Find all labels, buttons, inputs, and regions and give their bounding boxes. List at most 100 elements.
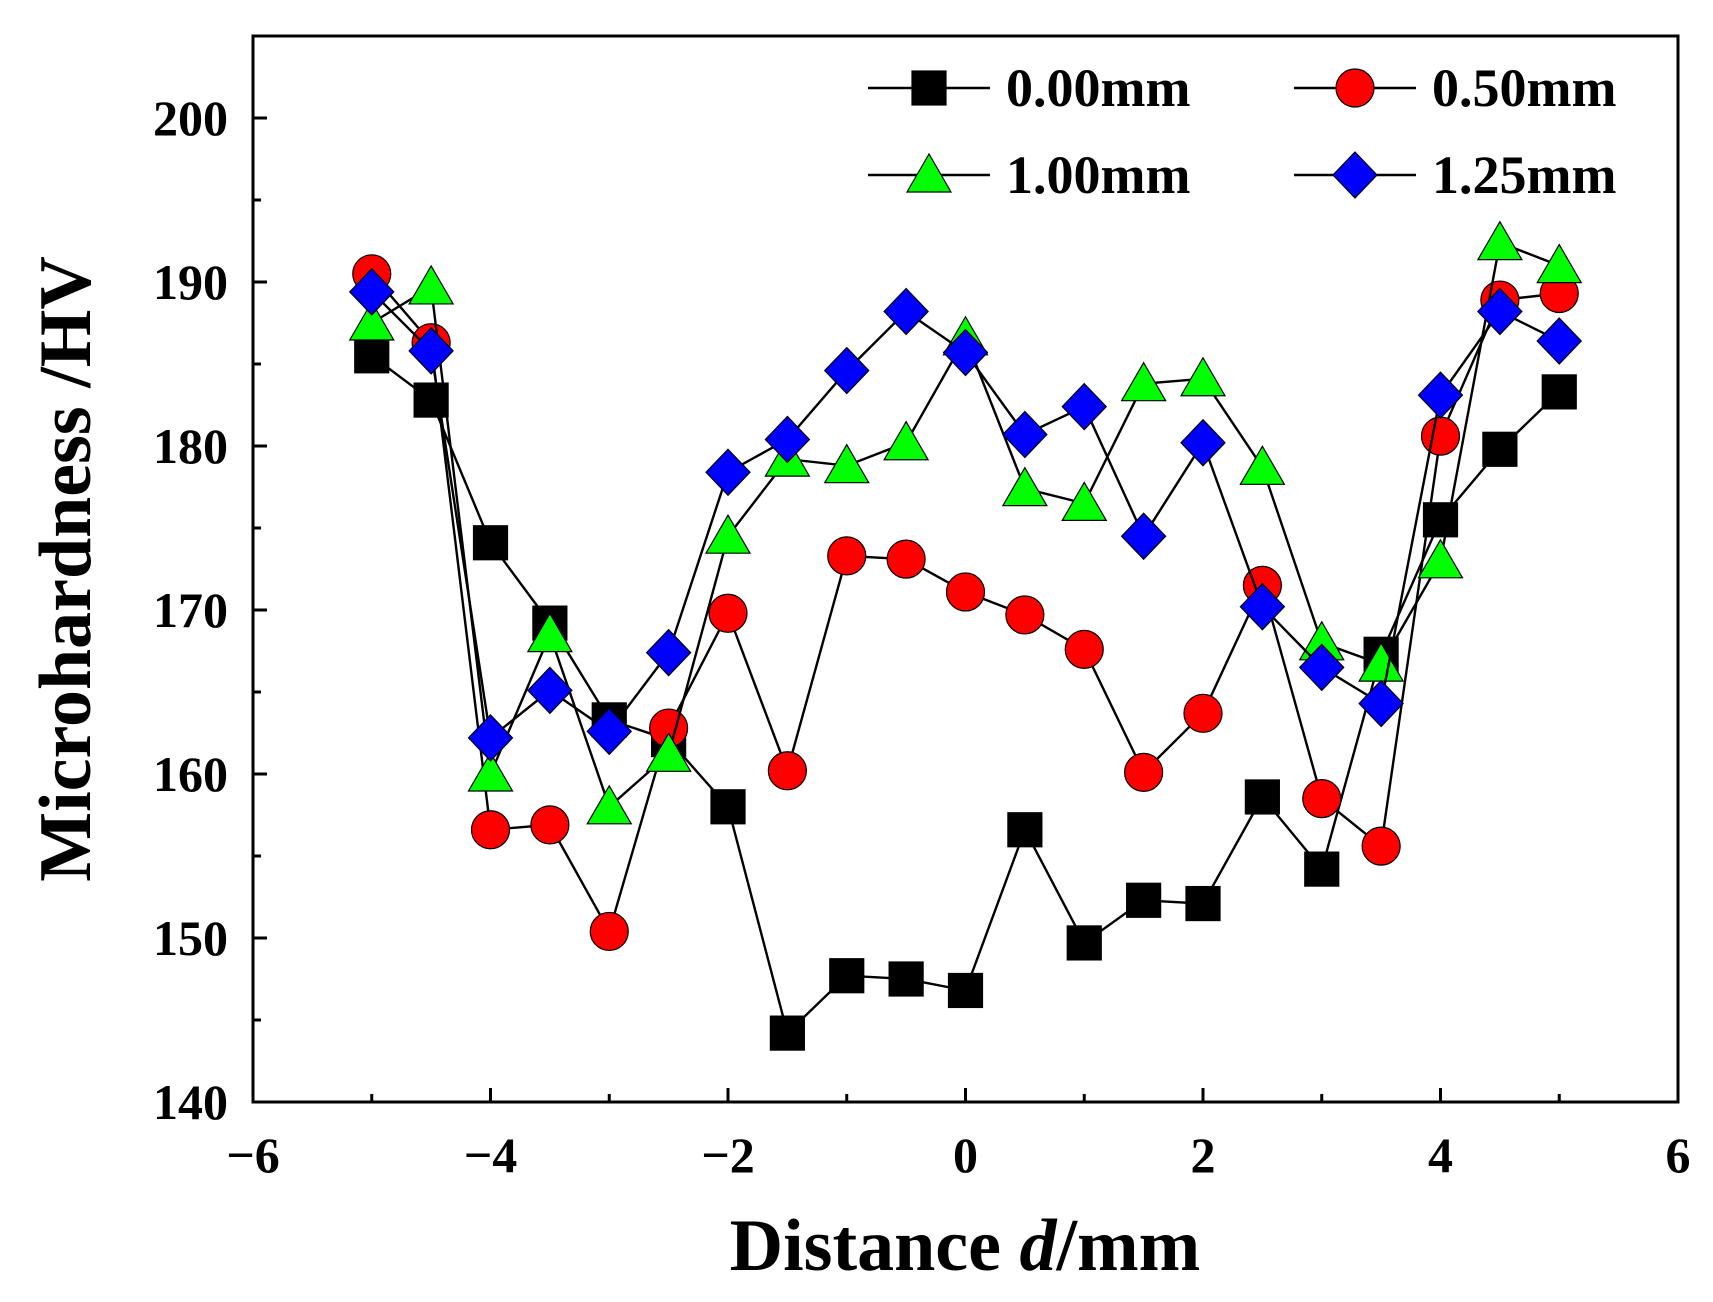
legend-label: 0.50mm	[1432, 58, 1616, 118]
legend-item-1.00mm: 1.00mm	[868, 145, 1190, 205]
data-point	[1541, 374, 1577, 410]
data-point	[348, 267, 395, 316]
data-point	[645, 628, 692, 677]
x-tick-label: 6	[1666, 1127, 1691, 1183]
data-point	[1185, 885, 1221, 922]
data-point	[467, 714, 514, 762]
data-point	[1420, 416, 1461, 456]
data-point	[1477, 287, 1523, 336]
data-point	[586, 784, 633, 825]
data-point	[467, 751, 514, 792]
data-point	[1417, 538, 1464, 579]
y-tick-label: 150	[153, 910, 228, 966]
data-point	[823, 346, 870, 395]
data-point	[1120, 512, 1167, 561]
legend-item-0.50mm: 0.50mm	[1294, 58, 1616, 118]
data-point	[1180, 418, 1226, 467]
legend-label: 1.00mm	[1006, 145, 1190, 205]
data-point	[764, 415, 811, 464]
data-point	[586, 707, 633, 756]
legend: 0.00mm 0.50mm 1.00mm 1.25mm	[868, 58, 1616, 205]
data-point	[1064, 629, 1104, 669]
x-tick-label: 2	[1191, 1127, 1216, 1183]
data-point	[883, 420, 930, 461]
axis-ticks: −6 −4 −2 0 2 4 6 140 150 160 170 180 190 200	[153, 90, 1691, 1183]
data-point	[408, 264, 455, 305]
x-axis-title: Distance d/mm	[730, 1205, 1201, 1287]
data-point	[530, 805, 570, 845]
y-tick-label: 180	[153, 418, 228, 474]
data-point	[1304, 851, 1340, 887]
data-point	[942, 328, 989, 377]
data-point	[1179, 356, 1227, 397]
data-point	[827, 536, 867, 576]
series-0.50mm	[352, 254, 1579, 952]
data-point	[1302, 778, 1342, 819]
x-tick-label: 4	[1428, 1127, 1453, 1183]
data-point	[823, 443, 870, 484]
data-point	[704, 514, 752, 554]
legend-label: 0.00mm	[1006, 58, 1190, 118]
data-point	[1536, 317, 1583, 365]
x-tick-label: −6	[226, 1127, 280, 1183]
data-point	[1298, 643, 1345, 692]
series-1.25mm	[348, 267, 1583, 762]
data-point	[1002, 410, 1048, 459]
data-point	[1061, 382, 1108, 431]
data-point	[888, 961, 924, 997]
y-tick-label: 140	[153, 1074, 228, 1130]
y-tick-label: 170	[153, 582, 228, 638]
data-point	[1126, 882, 1162, 918]
data-point	[348, 300, 395, 341]
data-point	[1120, 361, 1167, 402]
data-point	[1183, 693, 1223, 733]
data-point	[769, 1015, 805, 1051]
data-point	[1358, 679, 1404, 728]
data-point	[767, 751, 807, 791]
data-point	[1005, 595, 1045, 635]
legend-marker	[1332, 151, 1378, 199]
data-point	[1417, 371, 1464, 420]
data-point	[470, 810, 511, 850]
data-point	[947, 972, 984, 1009]
data-point	[472, 525, 509, 561]
data-point	[1361, 826, 1401, 866]
data-point	[413, 382, 449, 418]
y-tick-label: 190	[153, 254, 228, 310]
data-point	[708, 593, 748, 633]
data-point	[527, 666, 573, 715]
legend-marker	[905, 152, 953, 193]
data-point	[1239, 445, 1286, 485]
y-axis-title: Microhardness /HV	[25, 256, 107, 882]
data-point	[589, 911, 629, 952]
data-point	[710, 789, 746, 825]
data-point	[526, 612, 573, 653]
data-point	[1061, 481, 1108, 522]
data-point	[883, 287, 929, 336]
data-point	[945, 572, 986, 612]
legend-item-1.25mm: 1.25mm	[1294, 145, 1616, 205]
data-point	[1476, 220, 1523, 261]
data-point	[1001, 466, 1048, 507]
y-tick-label: 160	[153, 746, 228, 802]
data-point	[1066, 925, 1102, 961]
data-point	[1244, 779, 1280, 815]
data-point	[1007, 812, 1043, 848]
series-layer	[348, 220, 1583, 1051]
data-point	[645, 732, 692, 772]
x-tick-label: −2	[701, 1127, 755, 1183]
data-point	[829, 958, 865, 994]
legend-label: 1.25mm	[1432, 145, 1616, 205]
legend-marker	[1335, 68, 1375, 108]
data-point	[1124, 752, 1164, 792]
y-tick-label: 200	[153, 90, 228, 146]
data-point	[886, 539, 926, 579]
legend-item-0.00mm: 0.00mm	[868, 58, 1190, 118]
data-point	[408, 327, 454, 375]
x-tick-label: 0	[953, 1127, 978, 1183]
data-point	[705, 448, 751, 497]
legend-marker	[911, 70, 947, 106]
data-point	[1536, 243, 1583, 284]
